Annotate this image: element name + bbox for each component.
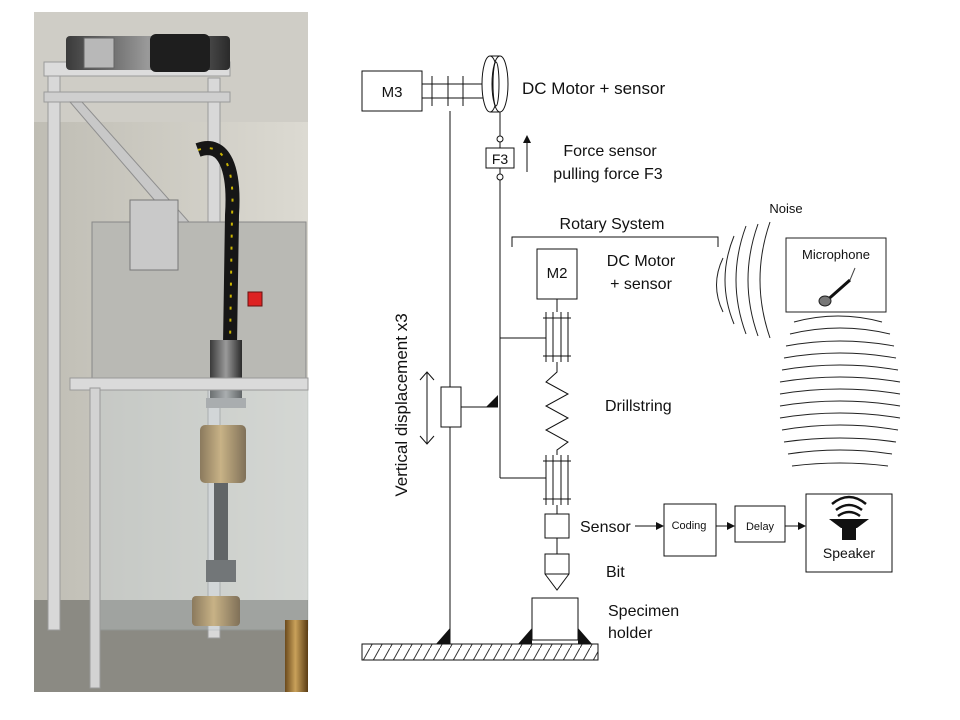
carriage bbox=[440, 386, 462, 428]
f3-label: F3 bbox=[492, 151, 509, 167]
microphone-icon bbox=[818, 267, 856, 307]
microphone-box bbox=[785, 237, 887, 313]
delay-label: Delay bbox=[746, 521, 775, 533]
holder-label: holder bbox=[608, 625, 653, 642]
bit bbox=[544, 553, 570, 591]
drillstring-label: Drillstring bbox=[605, 398, 672, 415]
bit-label: Bit bbox=[606, 564, 625, 581]
microphone-label: Microphone bbox=[802, 247, 870, 262]
dc-motor-m2-sensor-label: + sensor bbox=[610, 276, 672, 293]
drillstring-spring bbox=[544, 362, 570, 455]
force-sensor-label: Force sensor bbox=[563, 143, 657, 160]
delay-box bbox=[734, 505, 786, 543]
noise-waves-below bbox=[779, 315, 901, 467]
schematic bbox=[361, 55, 893, 661]
sensor-label: Sensor bbox=[580, 519, 631, 536]
specimen-label: Specimen bbox=[608, 603, 679, 620]
dc-motor-top-label: DC Motor + sensor bbox=[522, 79, 665, 98]
m2-label: M2 bbox=[547, 265, 568, 282]
m3-box bbox=[361, 70, 423, 112]
dc-motor-m2-label: DC Motor bbox=[607, 253, 676, 270]
ground bbox=[361, 643, 599, 661]
noise-waves-left bbox=[716, 221, 771, 339]
rotary-system-label: Rotary System bbox=[560, 216, 665, 233]
sensor-box bbox=[544, 513, 570, 539]
speaker-icon bbox=[829, 495, 869, 540]
speaker-label: Speaker bbox=[823, 545, 875, 561]
pulling-force-label: pulling force F3 bbox=[553, 166, 662, 183]
vertical-displacement-label: Vertical displacement x3 bbox=[392, 313, 411, 496]
noise-label: Noise bbox=[769, 201, 802, 216]
coding-label: Coding bbox=[672, 520, 707, 532]
coding-box bbox=[663, 503, 717, 557]
m2-box bbox=[536, 248, 578, 300]
m3-label: M3 bbox=[382, 84, 403, 101]
specimen-holder bbox=[531, 597, 579, 641]
apparatus-photo bbox=[34, 12, 309, 692]
